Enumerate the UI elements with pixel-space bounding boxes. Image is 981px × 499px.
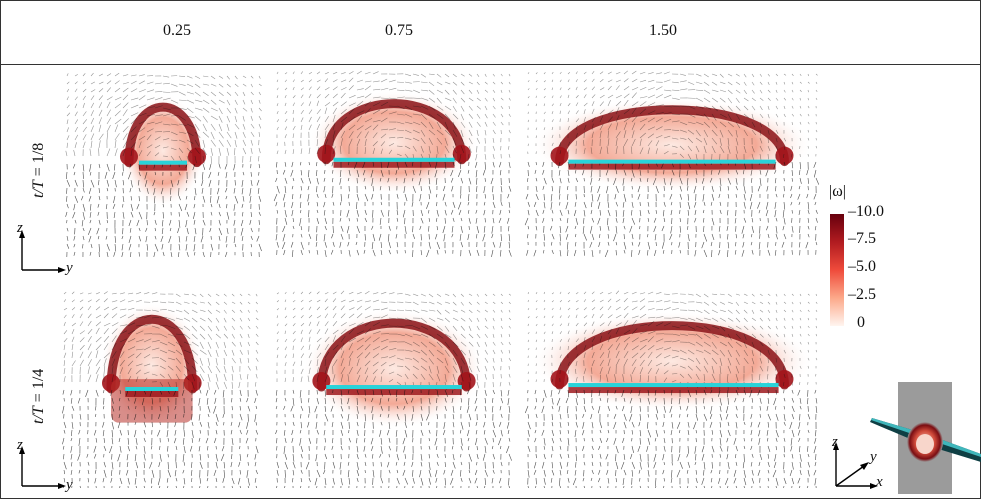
colorbar	[830, 214, 844, 326]
panel-r2-c3	[524, 290, 820, 488]
panel-r2-c2	[273, 290, 515, 488]
frame-left-edge	[0, 0, 1, 499]
inset-axis-z: z	[832, 434, 838, 450]
row-label-2-value: 1/4	[30, 368, 47, 390]
colorbar-tick-3: –5.0	[848, 258, 876, 275]
axis-upper-y: y	[66, 260, 73, 276]
row-label-1-eq: =	[30, 167, 47, 177]
axis-lower-z: z	[17, 437, 23, 453]
panel-r2-c1	[60, 290, 264, 488]
row-label-1-value: 1/8	[30, 142, 47, 164]
row-label-2-var: t/T	[30, 406, 47, 424]
inset-axis-indicator	[833, 442, 878, 489]
row-label-2-eq: =	[30, 393, 47, 403]
inset-3d-view	[870, 382, 981, 494]
axis-lower-y: y	[66, 477, 73, 493]
colorbar-title: |ω|	[829, 183, 846, 200]
axis-upper-z: z	[17, 220, 23, 236]
inset-axis-y: y	[870, 449, 877, 465]
axis-indicator-upper	[19, 230, 66, 273]
row-label-1: t/T = 1/8	[30, 143, 48, 198]
row-label-1-var: t/T	[30, 180, 47, 198]
header-divider	[0, 64, 981, 65]
colorbar-tick-2: –7.5	[848, 230, 876, 247]
axis-indicator-lower	[19, 446, 66, 489]
panel-r1-c2	[273, 70, 515, 257]
inset-axis-x: x	[876, 474, 883, 490]
column-header-2: 0.75	[385, 22, 413, 39]
panel-r1-c3	[524, 70, 820, 257]
panel-r1-c1	[63, 72, 263, 257]
colorbar-tick-5: 0	[857, 314, 865, 331]
colorbar-tick-4: –2.5	[848, 286, 876, 303]
colorbar-tick-1: –10.0	[848, 203, 884, 220]
row-label-2: t/T = 1/4	[30, 369, 48, 424]
column-header-3: 1.50	[649, 22, 677, 39]
column-header-1: 0.25	[163, 22, 191, 39]
